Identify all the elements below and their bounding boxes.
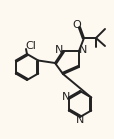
Text: N: N [78,45,86,55]
Text: N: N [75,115,83,125]
Text: O: O [72,20,81,30]
Text: N: N [61,92,69,102]
Text: N: N [54,45,63,55]
Text: Cl: Cl [25,41,36,51]
